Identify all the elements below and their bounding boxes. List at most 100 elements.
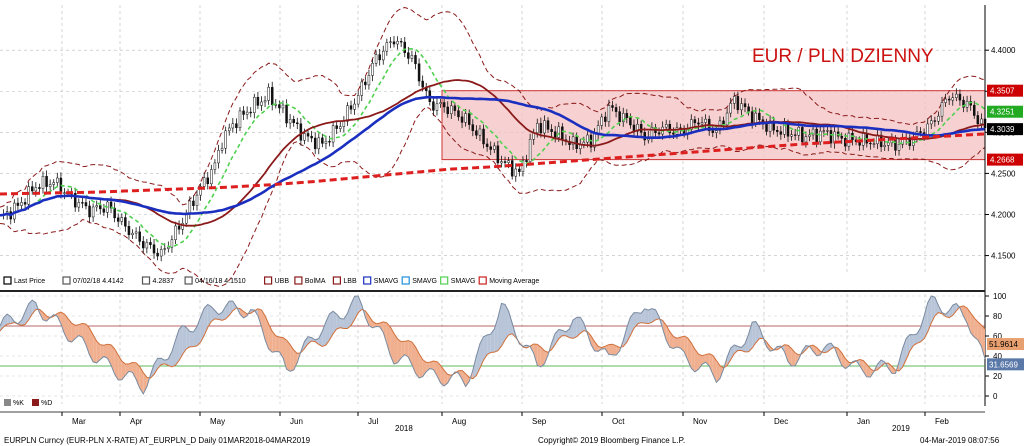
candle-body <box>944 98 947 103</box>
osc-fill <box>322 321 326 347</box>
candle-body <box>188 200 192 214</box>
candle-body <box>399 41 403 43</box>
osc-fill <box>272 331 276 353</box>
candle-body <box>629 117 632 126</box>
osc-fill <box>594 341 599 352</box>
candle-body <box>242 110 245 115</box>
osc-fill <box>479 336 484 369</box>
osc-fill <box>945 310 950 318</box>
osc-fill <box>401 341 405 358</box>
osc-fill <box>913 333 917 346</box>
osc-fill <box>540 347 545 367</box>
candle-body <box>127 226 131 236</box>
candle-body <box>747 106 750 112</box>
candle-body <box>396 41 399 45</box>
candle-body <box>410 55 414 59</box>
osc-fill <box>891 366 896 374</box>
candle-body <box>174 225 177 240</box>
osc-fill <box>981 325 985 359</box>
candle-body <box>815 128 818 143</box>
osc-fill <box>325 313 330 346</box>
candle-body <box>267 87 270 101</box>
osc-fill <box>390 327 394 364</box>
osc-fill <box>268 323 273 353</box>
osc-fill <box>207 304 212 328</box>
candle-body <box>650 127 654 137</box>
osc-fill <box>734 344 738 354</box>
candle-body <box>116 217 120 222</box>
candle-body <box>124 217 127 227</box>
candle-body <box>704 118 707 123</box>
candle-body <box>45 176 48 187</box>
osc-fill <box>143 372 147 394</box>
percent-k-line <box>0 295 986 395</box>
candle-body <box>586 134 589 143</box>
candle-body <box>249 111 252 114</box>
x-tick-label: May <box>210 417 225 426</box>
osc-fill <box>415 346 420 378</box>
candle-body <box>263 100 267 103</box>
osc-fill <box>7 314 11 325</box>
osc-fill <box>662 320 667 341</box>
x-tick-label: Apr <box>130 417 143 426</box>
candle-body <box>940 102 944 117</box>
candle-body <box>260 101 263 106</box>
candle-body <box>84 202 88 207</box>
candle-body <box>621 113 625 122</box>
osc-fill <box>691 342 695 372</box>
osc-fill <box>580 317 584 334</box>
candle-body <box>693 119 697 124</box>
legend-swatch <box>363 276 372 285</box>
osc-fill <box>82 323 86 345</box>
osc-fill <box>927 296 932 332</box>
candle-body <box>238 110 242 128</box>
osc-fill <box>386 322 391 356</box>
osc-fill <box>103 344 108 359</box>
candle-body <box>38 187 41 189</box>
osc-legend-label: %D <box>41 400 52 407</box>
osc-fill <box>42 312 47 322</box>
osc-fill <box>899 348 903 372</box>
candle-body <box>195 194 199 206</box>
candle-body <box>364 81 367 86</box>
osc-fill <box>505 304 509 341</box>
candle-body <box>453 105 457 111</box>
osc-fill <box>168 351 172 367</box>
osc-fill <box>100 344 104 360</box>
lower-bollinger-band <box>0 106 986 287</box>
candle-body <box>181 222 184 230</box>
candle-body <box>690 119 693 130</box>
candle-body <box>256 96 260 106</box>
osc-fill <box>476 343 480 376</box>
price-tag <box>987 84 1023 97</box>
candle-body <box>980 118 983 124</box>
candle-body <box>962 99 965 108</box>
osc-y-tick-label: 100 <box>993 292 1007 301</box>
candle-body <box>27 186 30 205</box>
candle-body <box>700 122 704 125</box>
osc-fill <box>286 340 291 372</box>
candle-body <box>553 131 557 138</box>
osc-fill <box>702 354 706 365</box>
price-tag <box>987 105 1023 118</box>
candle-body <box>804 136 808 143</box>
candle-body <box>224 130 227 149</box>
candle-body <box>869 142 872 145</box>
candle-body <box>285 104 288 124</box>
candle-body <box>13 202 16 220</box>
osc-price-tag <box>987 338 1024 351</box>
osc-fill <box>967 308 971 333</box>
osc-fill <box>490 328 495 353</box>
osc-fill <box>261 309 266 340</box>
osc-fill <box>404 340 409 357</box>
candle-body <box>976 115 980 124</box>
x-tick-label: Aug <box>452 417 466 426</box>
legend-label: Last Price <box>14 278 45 285</box>
legend-label: SMAVG <box>412 278 437 285</box>
osc-fill <box>931 296 935 324</box>
osc-fill <box>680 336 685 352</box>
osc-fill <box>616 345 620 356</box>
osc-y-tick-label: 20 <box>993 372 1002 381</box>
y-tick-label: 4.1500 <box>991 252 1016 261</box>
legend-swatch <box>478 276 487 285</box>
